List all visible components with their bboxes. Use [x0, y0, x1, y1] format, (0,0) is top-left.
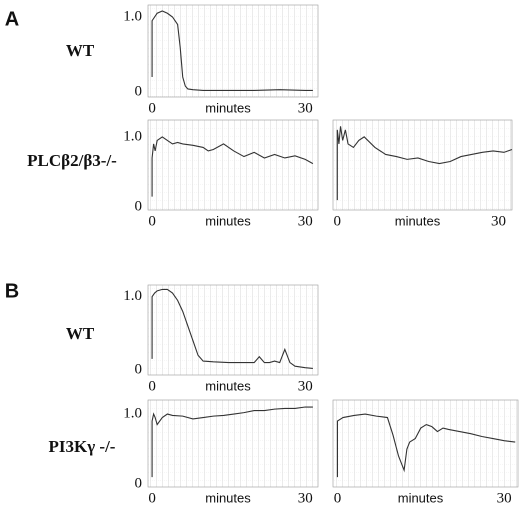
trace — [336, 413, 516, 478]
x-tick-label: 0 — [334, 490, 342, 506]
x-tick-label: 30 — [298, 100, 313, 116]
x-axis-label: minutes — [205, 100, 251, 115]
panel-label: A — [5, 8, 19, 30]
x-tick-label: 30 — [497, 490, 512, 506]
x-tick-label: 30 — [491, 213, 506, 229]
x-tick-label: 30 — [298, 490, 313, 506]
trace — [151, 10, 313, 92]
plot-area — [147, 119, 319, 211]
trace — [151, 288, 313, 369]
y-tick-label: 0 — [135, 199, 143, 215]
plot-area — [147, 284, 319, 376]
row-label: PLCβ2/β3-/- — [27, 151, 117, 170]
x-tick-label: 0 — [148, 213, 156, 229]
x-tick-label: 0 — [148, 100, 156, 116]
y-tick-label: 0 — [135, 83, 143, 99]
row-label: WT — [66, 41, 95, 60]
x-axis-label: minutes — [205, 213, 251, 228]
x-tick-label: 30 — [298, 378, 313, 394]
x-tick-label: 30 — [298, 213, 313, 229]
x-axis-label: minutes — [395, 213, 441, 228]
plot-area — [147, 399, 319, 488]
plot-area — [147, 4, 319, 98]
x-tick-label: 0 — [148, 378, 156, 394]
plot-area — [332, 119, 513, 211]
row-label: PI3Kγ -/- — [49, 437, 116, 456]
trace — [336, 126, 513, 201]
row-label: WT — [66, 324, 95, 343]
x-axis-label: minutes — [205, 378, 251, 393]
trace — [151, 136, 314, 197]
x-tick-label: 0 — [148, 490, 156, 506]
plot-area — [332, 399, 519, 488]
x-tick-label: 0 — [334, 213, 342, 229]
x-axis-label: minutes — [205, 490, 251, 505]
y-tick-label: 0 — [135, 361, 143, 377]
x-axis-label: minutes — [398, 490, 444, 505]
y-tick-label: 1.0 — [123, 405, 142, 421]
y-tick-label: 1.0 — [123, 288, 142, 304]
y-tick-label: 1.0 — [123, 8, 142, 24]
trace — [151, 406, 313, 478]
panel-label: B — [5, 280, 19, 302]
y-tick-label: 1.0 — [123, 128, 142, 144]
y-tick-label: 0 — [135, 476, 143, 492]
